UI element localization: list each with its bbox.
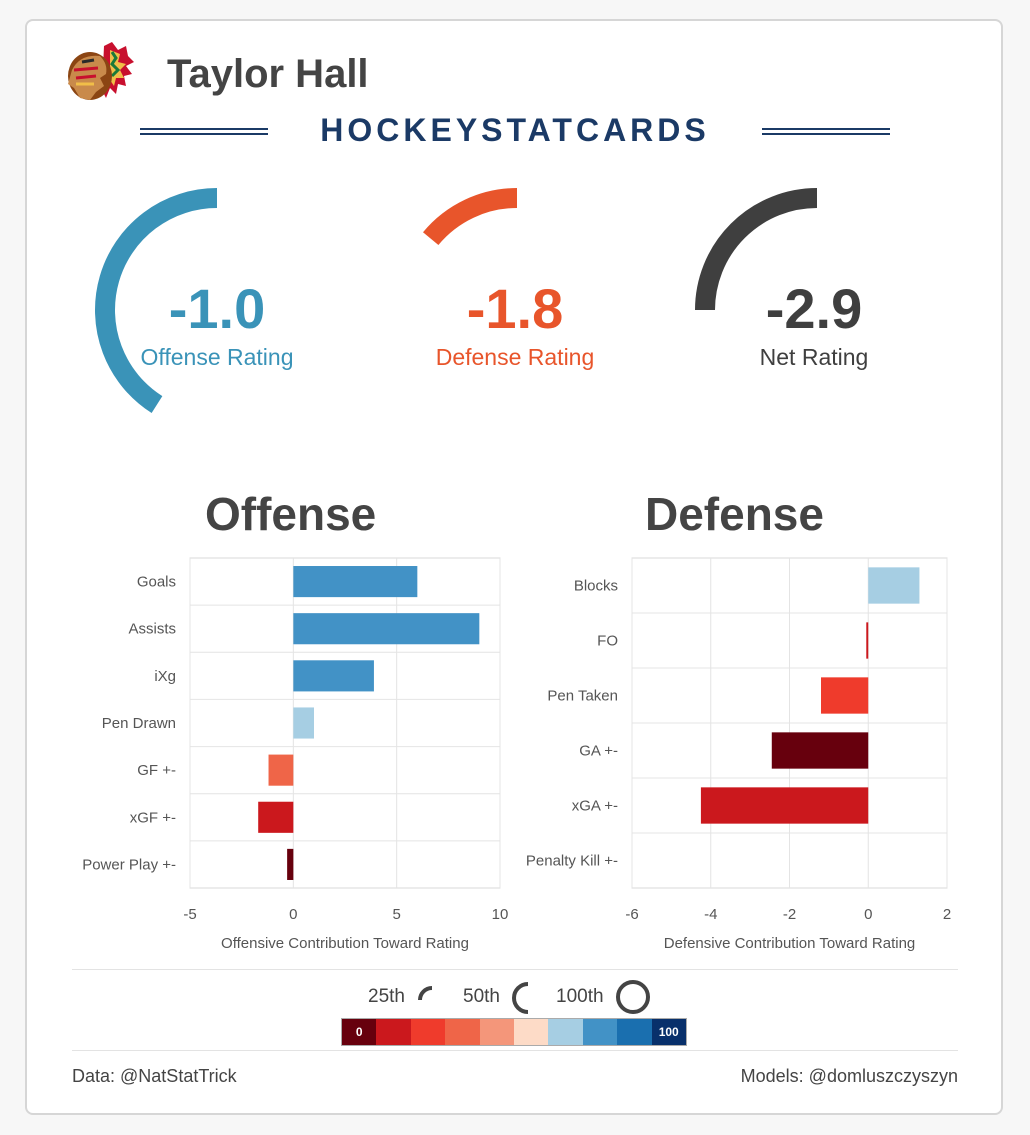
legend-divider-bottom <box>72 1050 958 1051</box>
scale-swatch <box>410 1019 446 1045</box>
defense-rating-label: Defense Rating <box>435 344 595 370</box>
scale-max-label: 100 <box>651 1019 686 1045</box>
scale-swatch <box>617 1019 652 1045</box>
legend-100th-circle-icon <box>616 980 650 1014</box>
team-logo-icon <box>68 42 134 100</box>
scale-swatch <box>582 1019 618 1045</box>
scale-swatch <box>376 1019 411 1045</box>
legend-25th-label: 25th <box>368 986 405 1007</box>
defense-rating-arc <box>423 188 518 246</box>
scale-swatch <box>445 1019 480 1045</box>
scale-swatch <box>548 1019 583 1045</box>
data-source-credit: Data: @NatStatTrick <box>72 1066 237 1086</box>
scale-swatch <box>479 1019 514 1045</box>
legend-100th-label: 100th <box>556 986 604 1007</box>
brand-rule-left <box>140 128 268 135</box>
defense-rating-value: -1.8 <box>466 277 564 340</box>
offense-section-title: Offense <box>205 488 377 540</box>
scale-min-label: 0 <box>342 1019 377 1045</box>
legend-50th-arc-icon <box>512 982 529 1014</box>
brand-rule-right <box>762 128 890 135</box>
offense-rating-arc <box>95 188 218 414</box>
percentile-color-scale: 0 100 <box>341 1018 687 1046</box>
models-credit: Models: @domluszczyszyn <box>740 1066 958 1086</box>
offense-rating-label: Offense Rating <box>140 344 294 370</box>
brand-wordmark: HOCKEYSTATCARDS <box>320 112 710 148</box>
legend-50th-label: 50th <box>463 986 500 1007</box>
legend-divider-top <box>72 969 958 970</box>
rating-gauges <box>95 188 818 414</box>
net-rating-label: Net Rating <box>759 344 869 370</box>
offense-rating-value: -1.0 <box>168 277 266 340</box>
net-rating-value: -2.9 <box>765 277 863 340</box>
defense-section-title: Defense <box>645 488 824 540</box>
player-name: Taylor Hall <box>167 52 369 96</box>
legend-25th-arc-icon <box>418 986 433 1001</box>
net-rating-arc <box>695 188 818 311</box>
scale-swatch <box>513 1019 549 1045</box>
